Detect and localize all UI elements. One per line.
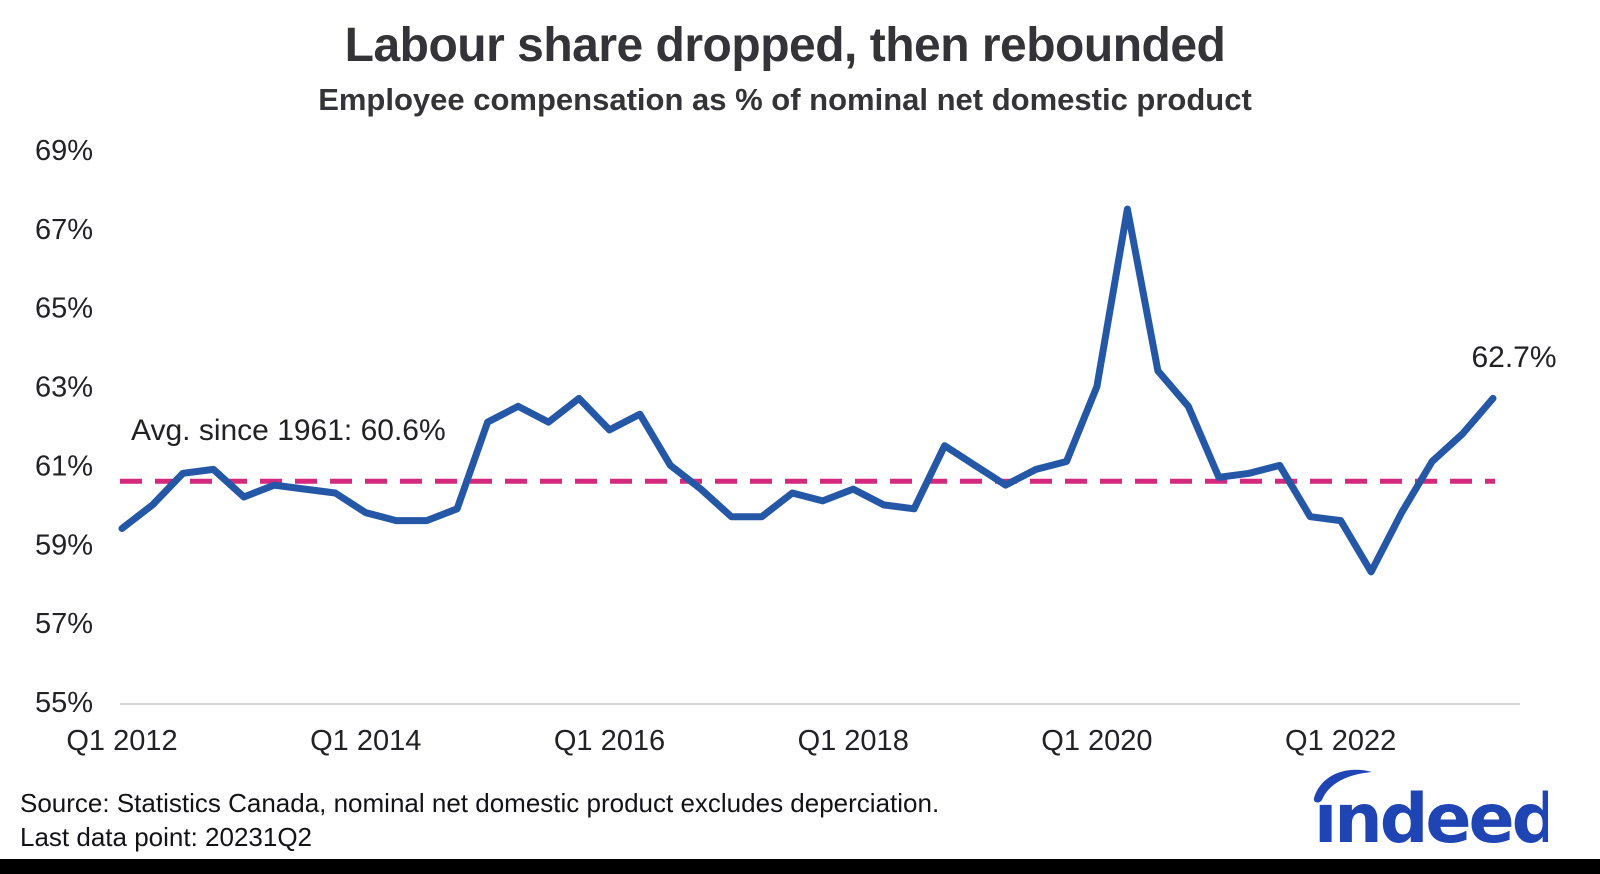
indeed-logo-svg: ındeed (1313, 769, 1560, 859)
y-axis-tick-label: 65% (35, 293, 93, 325)
x-axis-tick-label: Q1 2020 (1041, 725, 1152, 757)
average-reference-label: Avg. since 1961: 60.6% (131, 414, 446, 447)
indeed-swoosh-icon (1313, 769, 1372, 803)
indeed-logo-text: ındeed (1314, 780, 1548, 854)
x-axis-tick-label: Q1 2014 (310, 725, 421, 757)
last-data-point-line: Last data point: 20231Q2 (20, 822, 313, 852)
x-axis-tick-label: Q1 2016 (554, 725, 665, 757)
y-axis-tick-label: 69% (35, 135, 93, 167)
x-axis-tick-label: Q1 2012 (66, 725, 177, 757)
y-axis-tick-label: 67% (35, 214, 93, 246)
y-axis-tick-label: 63% (35, 372, 93, 404)
source-note: Source: Statistics Canada, nominal net d… (20, 786, 939, 854)
indeed-logo: ındeed (1308, 764, 1560, 859)
chart-title: Labour share dropped, then rebounded (344, 19, 1226, 72)
x-axis-tick-label: Q1 2018 (798, 725, 909, 757)
y-axis-tick-label: 57% (35, 608, 93, 640)
source-line: Source: Statistics Canada, nominal net d… (20, 788, 940, 818)
bottom-black-bar (0, 859, 1600, 874)
x-axis-tick-label: Q1 2022 (1285, 725, 1396, 757)
y-axis-tick-label: 61% (35, 450, 93, 482)
y-axis-tick-label: 59% (35, 529, 93, 561)
y-axis-tick-label: 55% (35, 687, 93, 719)
chart-subtitle: Employee compensation as % of nominal ne… (318, 82, 1252, 117)
last-value-label: 62.7% (1471, 341, 1557, 374)
labour-share-line (118, 205, 1497, 576)
